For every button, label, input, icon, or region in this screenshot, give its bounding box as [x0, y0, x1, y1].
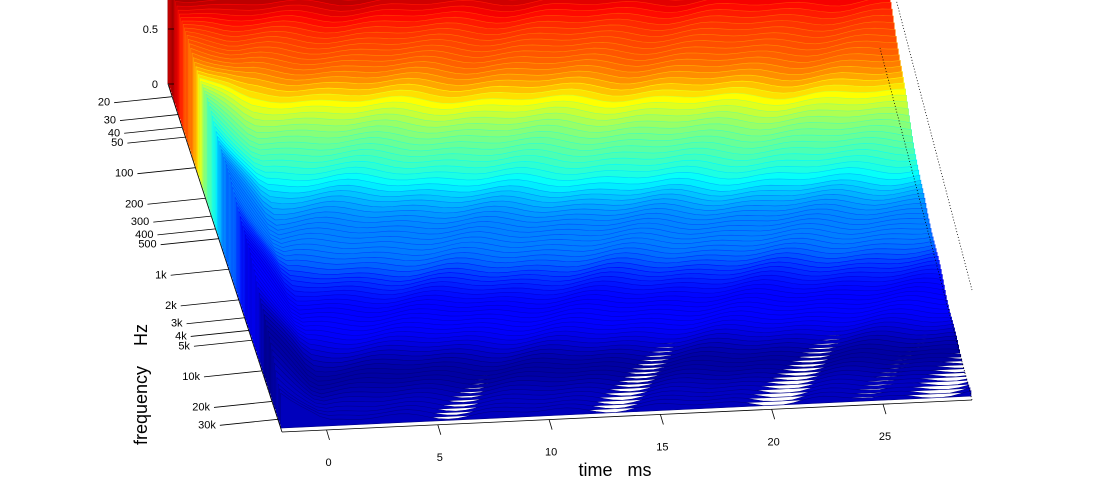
surface-strip: [274, 362, 967, 410]
surface-strip: [271, 348, 965, 402]
frequency-tick-mark: [127, 136, 186, 144]
surface-strip: [262, 308, 958, 375]
surface-strip: [272, 355, 966, 406]
frequency-tick-label: 500: [138, 239, 156, 251]
frequency-tick-label: 200: [125, 198, 143, 210]
frequency-tick-label: 3k: [171, 318, 183, 330]
time-tick-label: 5: [437, 452, 443, 464]
surface-strip: [277, 383, 970, 421]
surface-strip: [276, 376, 969, 417]
frequency-tick-label: 40: [108, 127, 120, 139]
time-axis: 0 5 10 15 20 25: [325, 404, 891, 469]
surface-strip: [255, 274, 951, 352]
frequency-tick-mark: [114, 96, 173, 104]
surface-strip: [280, 390, 972, 429]
box-edge-right: [895, 0, 973, 291]
time-tick-label: 10: [545, 447, 557, 459]
x-axis-title: time ms: [578, 460, 651, 480]
surface-strip: [279, 387, 971, 425]
frequency-tick-label: 4k: [175, 330, 187, 342]
z-axis: 00.51: [143, 24, 174, 91]
box-edge-left: [167, 83, 283, 433]
frequency-tick-mark: [186, 317, 245, 325]
surface-strip: [270, 342, 964, 398]
time-tick-label: 0: [325, 457, 331, 469]
frequency-tick-mark: [193, 339, 252, 347]
frequency-tick-mark: [137, 167, 196, 175]
surface-strip: [268, 336, 963, 394]
frequency-tick-label: 1k: [155, 269, 167, 281]
frequency-tick-label: 100: [115, 168, 133, 180]
surface-strip: [256, 280, 952, 356]
surface-strip: [253, 268, 950, 348]
z-tick-label: 0: [152, 79, 158, 91]
surface-strip: [260, 297, 955, 367]
frequency-tick-label: 50: [111, 137, 123, 149]
surface-strip: [257, 286, 953, 359]
frequency-tick-label: 30k: [198, 419, 216, 431]
frequency-tick-label: 30: [104, 115, 116, 127]
time-tick-mark: [548, 419, 553, 430]
frequency-tick-mark: [157, 228, 216, 236]
frequency-tick-mark: [219, 418, 278, 426]
y-axis-title: frequency Hz: [131, 324, 151, 445]
frequency-tick-mark: [153, 215, 212, 223]
surface-strip: [261, 302, 956, 371]
surface-strip: [258, 292, 954, 363]
frequency-tick-mark: [119, 114, 179, 121]
time-tick-label: 20: [768, 436, 780, 448]
time-tick-label: 15: [656, 441, 668, 453]
time-tick-mark: [882, 404, 887, 415]
frequency-tick-mark: [160, 238, 219, 246]
box-edge-right-base: [879, 47, 973, 401]
time-tick-mark: [437, 424, 442, 435]
plot-box-front: [167, 47, 973, 433]
frequency-tick-label: 2k: [165, 300, 177, 312]
frequency-tick-mark: [124, 126, 183, 134]
surface-strip: [236, 201, 936, 294]
time-tick-mark: [326, 429, 330, 441]
frequency-tick-mark: [203, 370, 263, 378]
time-tick-mark: [660, 414, 664, 425]
frequency-tick-mark: [213, 401, 273, 408]
frequency-tick-label: 5k: [178, 340, 190, 352]
surface-strip: [238, 210, 938, 301]
frequency-tick-label: 20: [98, 97, 110, 109]
surface-strip: [239, 215, 939, 305]
frequency-tick-mark: [190, 330, 249, 337]
waterfall-surface: [167, 0, 972, 429]
frequency-tick-label: 20k: [192, 401, 210, 413]
surface-strip: [275, 369, 968, 414]
frequency-tick-label: 10k: [182, 371, 200, 383]
time-tick-label: 25: [879, 431, 891, 443]
box-edge-front: [281, 399, 973, 433]
time-tick-mark: [771, 409, 776, 420]
frequency-tick-mark: [170, 268, 229, 276]
frequency-tick-mark: [147, 197, 206, 205]
surface-strip: [237, 205, 937, 298]
frequency-tick-label: 400: [135, 229, 153, 241]
z-tick-label: 0.5: [143, 24, 158, 36]
frequency-tick-label: 300: [131, 216, 149, 228]
frequency-tick-mark: [180, 299, 239, 307]
